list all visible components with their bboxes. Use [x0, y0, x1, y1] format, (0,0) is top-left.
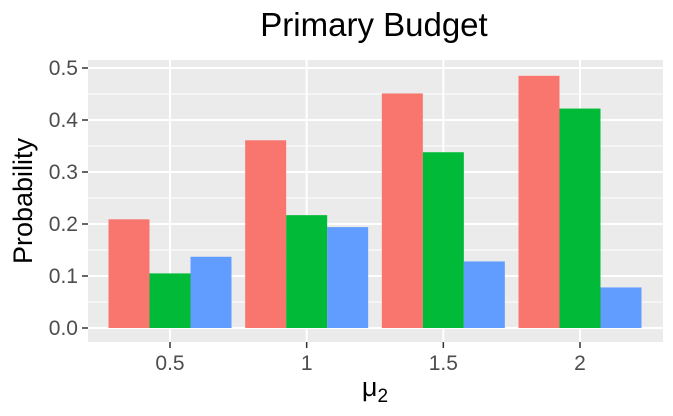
x-axis-title-symbol: μ	[362, 372, 378, 402]
bar	[108, 219, 150, 328]
bar	[463, 261, 505, 328]
x-tick-label: 1.5	[429, 352, 458, 375]
bar	[245, 140, 287, 328]
x-axis: 0.5 1 1.5 2	[155, 342, 586, 375]
y-tick-label: 0.3	[49, 161, 78, 184]
y-tick-label: 0.2	[49, 213, 78, 236]
y-tick-label: 0.1	[49, 265, 78, 288]
y-axis: 0.0 0.1 0.2 0.3 0.4 0.5	[49, 57, 88, 340]
x-axis-title: μ2	[362, 372, 388, 407]
bar	[518, 75, 560, 328]
bar	[327, 227, 369, 328]
y-tick-label: 0.0	[49, 317, 78, 340]
y-tick-label: 0.5	[49, 57, 78, 80]
bars	[108, 75, 642, 328]
bar	[149, 273, 191, 328]
bar	[190, 256, 232, 328]
bar	[422, 152, 464, 328]
x-axis-title-subscript: 2	[377, 386, 388, 407]
y-axis-title: Probability	[8, 137, 38, 264]
x-tick-label: 0.5	[155, 352, 184, 375]
x-tick-label: 2	[574, 352, 586, 375]
bar	[286, 215, 328, 328]
bar	[381, 93, 423, 328]
bar	[600, 287, 642, 328]
chart-title: Primary Budget	[260, 6, 487, 43]
bar	[559, 108, 601, 328]
x-tick-label: 1	[301, 352, 313, 375]
y-tick-label: 0.4	[49, 109, 79, 132]
